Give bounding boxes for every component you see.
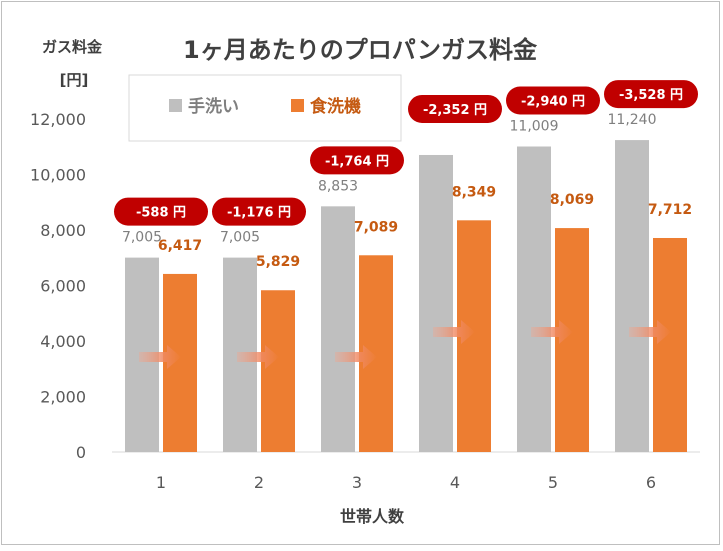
reduction-arrow-icon [237,345,279,369]
bar-hand-wash [517,146,551,452]
y-axis-unit: [円] [60,71,89,89]
legend-label-hand-wash: 手洗い [188,96,239,117]
x-tick-label: 5 [548,473,558,492]
y-tick-label: 6,000 [40,277,86,296]
savings-badge-label: -588 円 [136,206,186,221]
x-tick-label: 3 [352,473,362,492]
data-label-dishwasher: 5,829 [256,254,300,270]
savings-badge [310,146,404,175]
reduction-arrow-icon [531,320,573,344]
data-label-dishwasher: 8,069 [550,192,594,208]
bar-hand-wash [419,154,453,452]
bar-hand-wash [615,140,649,452]
bar-dishwasher [261,290,295,452]
y-tick-label: 0 [76,443,86,462]
y-tick-label: 2,000 [40,388,86,407]
savings-badge [408,94,502,123]
savings-badge-label: -2,940 円 [521,95,585,110]
x-axis-title: 世帯人数 [340,507,405,526]
savings-badge [506,86,600,115]
plot-area: 02,0004,0006,0008,00010,00012,00017,0056… [30,80,700,492]
data-label-hand-wash: 8,853 [318,178,358,194]
y-tick-label: 10,000 [30,166,86,185]
legend-label-dishwasher: 食洗機 [310,96,361,117]
savings-badge-label: -1,764 円 [325,154,389,169]
savings-badge [114,197,208,226]
data-label-hand-wash: 11,009 [510,119,559,135]
x-tick-label: 6 [646,473,656,492]
savings-badge [604,80,698,109]
data-label-dishwasher: 7,089 [354,219,398,235]
legend-swatch-hand-wash [169,99,182,112]
reduction-arrow-icon [629,320,671,344]
legend: 手洗い 食洗機 [128,74,402,142]
data-label-hand-wash: 7,005 [122,230,162,246]
data-label-dishwasher: 7,712 [648,202,692,218]
chart-title: 1ヶ月あたりのプロパンガス料金 [183,36,538,64]
savings-badge-label: -1,176 円 [227,206,291,221]
legend-swatch-dishwasher [291,99,304,112]
reduction-arrow-icon [433,320,475,344]
savings-badge-label: -3,528 円 [619,88,683,103]
data-label-dishwasher: 8,349 [452,184,496,200]
y-tick-label: 8,000 [40,221,86,240]
x-tick-label: 1 [156,473,166,492]
x-tick-label: 4 [450,473,460,492]
x-tick-label: 2 [254,473,264,492]
y-axis-title: ガス料金 [42,38,103,56]
savings-badge-label: -2,352 円 [423,103,487,118]
bar-dishwasher [653,237,687,452]
bar-hand-wash [321,206,355,452]
savings-badge [212,197,306,226]
data-label-hand-wash: 7,005 [220,230,260,246]
y-tick-label: 4,000 [40,332,86,351]
reduction-arrow-icon [139,345,181,369]
data-label-dishwasher: 6,417 [158,238,202,254]
y-tick-label: 12,000 [30,110,86,129]
reduction-arrow-icon [335,345,377,369]
data-label-hand-wash: 11,240 [608,112,657,128]
